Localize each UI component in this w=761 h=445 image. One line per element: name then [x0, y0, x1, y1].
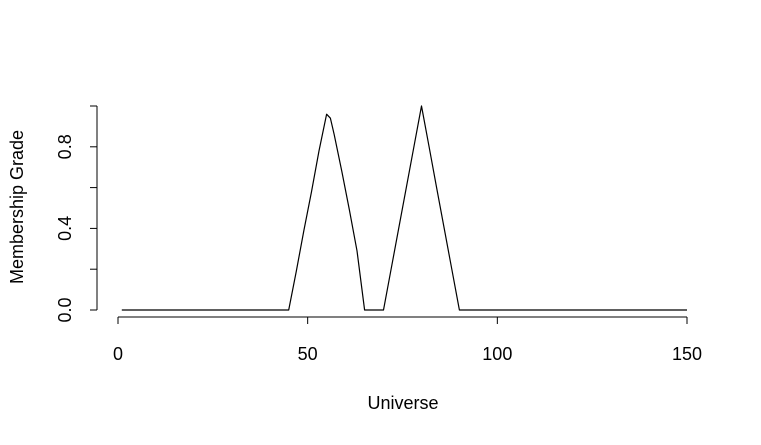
x-axis: 0 50 100 150: [113, 316, 702, 364]
y-tick-label: 0.4: [55, 216, 75, 241]
y-axis: 0.0 0.4 0.8: [55, 105, 98, 323]
series-layer: [121, 105, 687, 311]
x-tick-label: 100: [482, 344, 512, 364]
y-tick-label: 0.8: [55, 134, 75, 159]
y-tick-label: 0.0: [55, 297, 75, 322]
x-tick-label: 0: [113, 344, 123, 364]
x-axis-label: Universe: [367, 393, 438, 413]
x-tick-label: 50: [298, 344, 318, 364]
series-line: [121, 105, 687, 311]
y-axis-label: Membership Grade: [7, 130, 27, 284]
x-tick-label: 150: [672, 344, 702, 364]
